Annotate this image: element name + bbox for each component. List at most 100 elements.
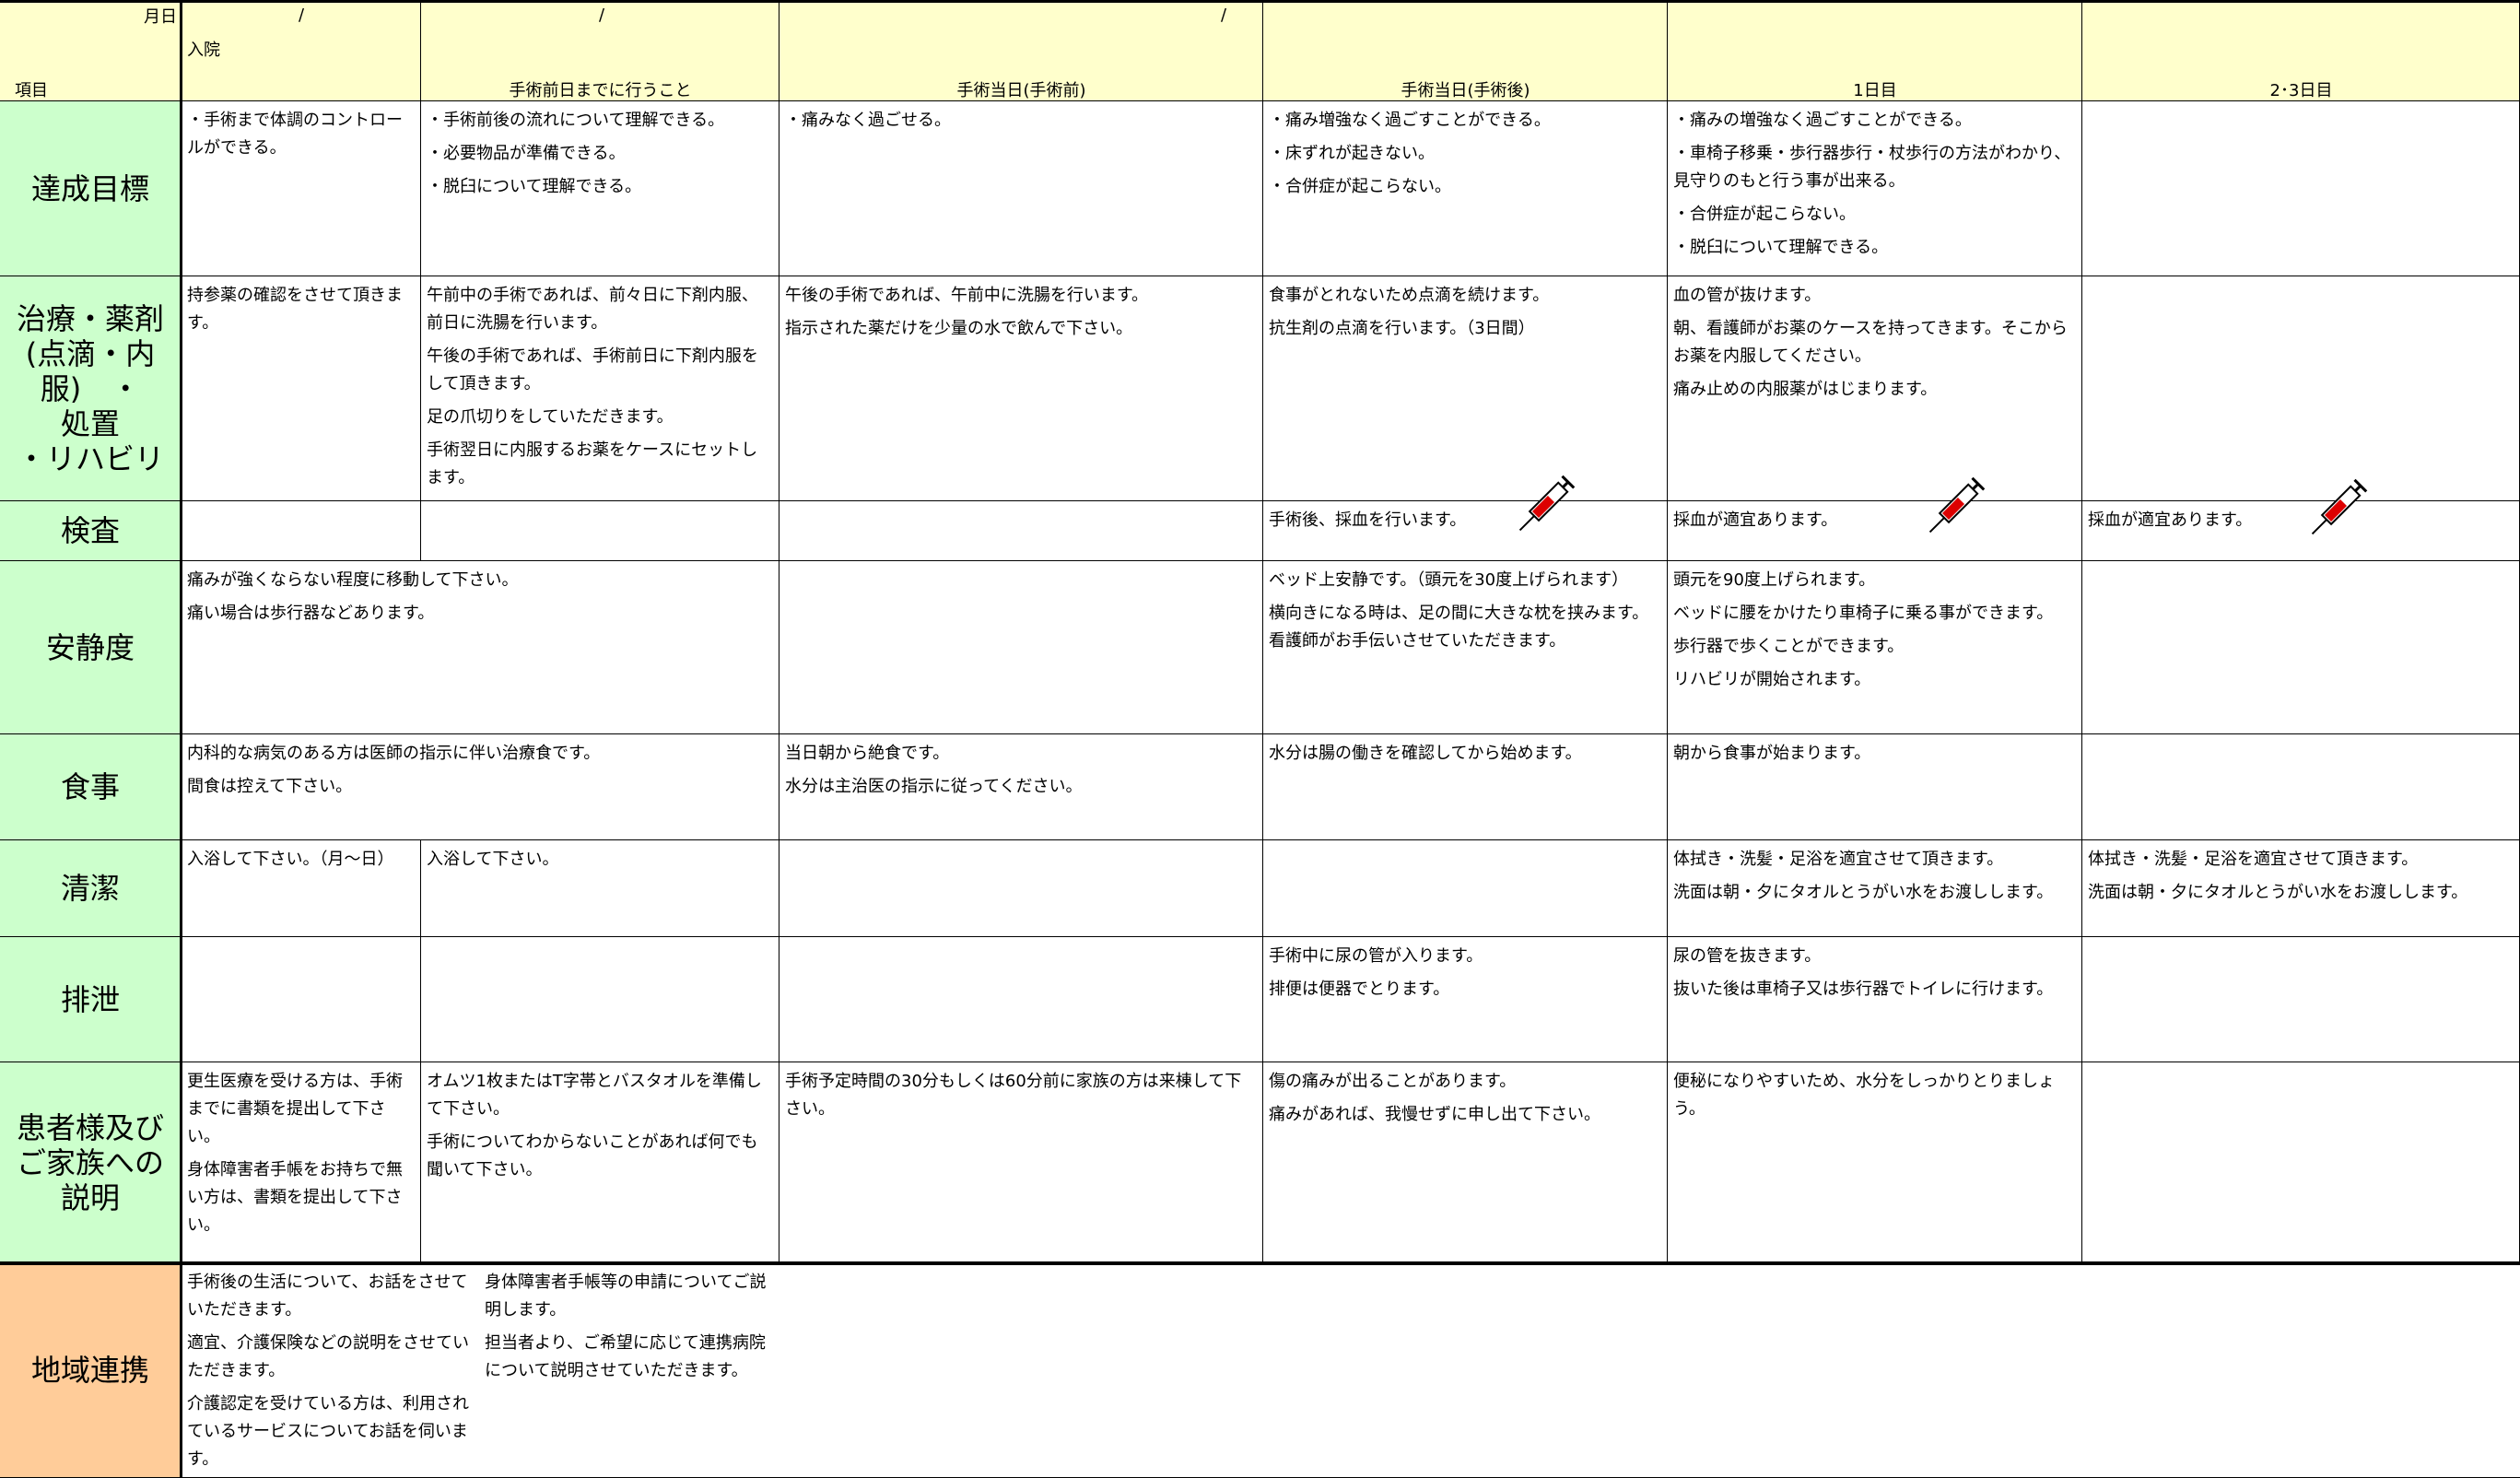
cell: 尿の管を抜きます。 抜いた後は車椅子又は歩行器でトイレに行けます。	[1668, 937, 2082, 1062]
cell-text: ・手術前後の流れについて理解できる。	[427, 111, 725, 130]
cell-text: 傷の痛みが出ることがあります。	[1269, 1072, 1517, 1091]
cell: ・手術まで体調のコントロールができる。	[182, 101, 421, 276]
cell-text: ・車椅子移乗・歩行器歩行・杖歩行の方法がわかり、見守りのもと行う事が出来る。	[1673, 144, 2071, 191]
cell-text: 採血が適宜あります。	[1673, 510, 1838, 530]
cell-text: 血の管が抜けます。	[1673, 286, 1822, 305]
cell-text: ・合併症が起こらない。	[1673, 205, 1856, 224]
cell-text: 水分は腸の働きを確認してから始めます。	[1269, 744, 1582, 763]
row-label: 達成目標	[0, 101, 182, 276]
cell-text: 適宜、介護保険などの説明をさせていただきます。	[187, 1333, 469, 1380]
cell-text: 身体障害者手帳等の申請についてご説明します。	[485, 1273, 767, 1320]
cell-text: 採血が適宜あります。	[2088, 510, 2253, 530]
cell-text: 抗生剤の点滴を行います。（3日間）	[1269, 319, 1535, 338]
row-label-line: 患者様及び	[16, 1109, 164, 1145]
cell: 手術後の生活について、お話をさせていただきます。 適宜、介護保険などの説明をさせて…	[182, 1263, 479, 1478]
date-slash: /	[599, 6, 605, 25]
row-label: 検査	[0, 501, 182, 561]
cell-text: 手術についてわからないことがあれば何でも聞いて下さい。	[427, 1132, 758, 1179]
row-label-line: 排泄	[60, 981, 120, 1017]
cell: 頭元を90度上げられます。 ベッドに腰をかけたり車椅子に乗る事ができます。 歩行器で…	[1668, 561, 2082, 734]
syringe-icon	[1518, 475, 1576, 532]
cell: 手術後、採血を行います。	[1263, 501, 1668, 561]
row-label-line: 安静度	[45, 629, 135, 665]
row-label: 清潔	[0, 840, 182, 937]
column-label: 入院	[187, 41, 220, 60]
cell-text: 排便は便器でとります。	[1269, 979, 1450, 999]
cell	[2082, 101, 2520, 276]
cell: ・痛みなく過ごせる。	[779, 101, 1263, 276]
row-label: 食事	[0, 734, 182, 840]
row-label: 排泄	[0, 937, 182, 1062]
cell	[2082, 1062, 2520, 1263]
cell: 体拭き・洗髪・足浴を適宜させて頂きます。 洗面は朝・夕にタオルとうがい水をお渡しし…	[1668, 840, 2082, 937]
cell: 持参薬の確認をさせて頂きます。	[182, 276, 421, 501]
row-label-line: 達成目標	[30, 170, 149, 206]
column-label: 手術当日(手術前)	[956, 81, 1086, 100]
cell-text: 足の爪切りをしていただきます。	[427, 407, 674, 427]
cell: 採血が適宜あります。	[1668, 501, 2082, 561]
cell: 当日朝から絶食です。 水分は主治医の指示に従ってください。	[779, 734, 1263, 840]
cell-text: ・手術まで体調のコントロールができる。	[187, 111, 403, 158]
cell: 手術予定時間の30分もしくは60分前に家族の方は来棟して下さい。	[779, 1062, 1263, 1263]
cell-text: ・合併症が起こらない。	[1269, 177, 1451, 196]
cell: 内科的な病気のある方は医師の指示に伴い治療食です。 間食は控えて下さい。	[182, 734, 779, 840]
date-slash: /	[299, 6, 305, 25]
cell-text: 午後の手術であれば、午前中に洗腸を行います。	[785, 286, 1149, 305]
cell-text: ・脱臼について理解できる。	[427, 177, 642, 196]
cell-text: 歩行器で歩くことができます。	[1673, 637, 1905, 656]
cell: 採血が適宜あります。	[2082, 501, 2520, 561]
cell-text: 頭元を90度上げられます。	[1673, 570, 1876, 590]
cell	[2082, 734, 2520, 840]
cell-text: 午後の手術であれば、手術前日に下剤内服をして頂きます。	[427, 346, 758, 393]
cell: 水分は腸の働きを確認してから始めます。	[1263, 734, 1668, 840]
cell-text: リハビリが開始されます。	[1673, 670, 1871, 689]
cell-text: 入浴して下さい。（月～日）	[187, 850, 394, 869]
label-border	[180, 0, 182, 1478]
syringe-icon	[1928, 476, 1986, 534]
cell-text: ・痛みの増強なく過ごすことができる。	[1673, 111, 1972, 130]
row-label-line: 検査	[60, 513, 120, 548]
header-cell	[1263, 0, 1668, 101]
row-label: 地域連携	[0, 1263, 182, 1478]
cell	[1263, 840, 1668, 937]
cell-text: 内科的な病気のある方は医師の指示に伴い治療食です。	[187, 744, 601, 763]
cell: 手術中に尿の管が入ります。 排便は便器でとります。	[1263, 937, 1668, 1062]
cell-text: 痛みがあれば、我慢せずに申し出て下さい。	[1269, 1105, 1600, 1124]
cell-text: 横向きになる時は、足の間に大きな枕を挟みます。看護師がお手伝いさせていただきます…	[1269, 604, 1649, 651]
cell-text: 洗面は朝・夕にタオルとうがい水をお渡しします。	[2088, 883, 2468, 902]
row-label-line: ・リハビリ	[16, 440, 164, 476]
cell	[779, 937, 1263, 1062]
cell	[182, 501, 421, 561]
row-label-line: 処置	[60, 405, 120, 441]
cell: 午前中の手術であれば、前々日に下剤内服、前日に洗腸を行います。 午後の手術であれば…	[421, 276, 779, 501]
row-label: 患者様及び ご家族への 説明	[0, 1062, 182, 1263]
cell: ベッド上安静です。（頭元を30度上げられます） 横向きになる時は、足の間に大きな枕…	[1263, 561, 1668, 734]
cell-text: 担当者より、ご希望に応じて連携病院について説明させていただきます。	[485, 1333, 766, 1380]
cell	[421, 501, 779, 561]
cell-text: 体拭き・洗髪・足浴を適宜させて頂きます。	[2088, 850, 2419, 869]
cell	[2082, 561, 2520, 734]
cell-text: 介護認定を受けている方は、利用されているサービスについてお話を伺います。	[187, 1394, 469, 1469]
column-label: 1日目	[1853, 81, 1897, 100]
cell: 更生医療を受ける方は、手術までに書類を提出して下さい。 身体障害者手帳をお持ちで無…	[182, 1062, 421, 1263]
cell-text: 痛み止めの内服薬がはじまります。	[1673, 380, 1938, 399]
cell: 入浴して下さい。（月～日）	[182, 840, 421, 937]
cell-text: 洗面は朝・夕にタオルとうがい水をお渡しします。	[1673, 883, 2054, 902]
cell-text: 水分は主治医の指示に従ってください。	[785, 777, 1083, 796]
corner-top: 月日	[144, 7, 177, 27]
cell: オムツ1枚またはT字帯とバスタオルを準備して下さい。 手術についてわからないことが…	[421, 1062, 779, 1263]
row-label-line: 説明	[60, 1179, 120, 1215]
cell-text: 入浴して下さい。	[427, 850, 559, 869]
cell	[182, 937, 421, 1062]
date-slash: /	[1221, 6, 1227, 25]
cell-text: オムツ1枚またはT字帯とバスタオルを準備して下さい。	[427, 1072, 762, 1119]
cell-text: ・必要物品が準備できる。	[427, 144, 626, 163]
cell-text: 身体障害者手帳をお持ちで無い方は、書類を提出して下さい。	[187, 1160, 403, 1235]
cell: 身体障害者手帳等の申請についてご説明します。 担当者より、ご希望に応じて連携病院に…	[479, 1263, 779, 1478]
cell: 朝から食事が始まります。	[1668, 734, 2082, 840]
cell-text: 朝から食事が始まります。	[1673, 744, 1871, 763]
cell	[421, 937, 779, 1062]
cell-text: 更生医療を受ける方は、手術までに書類を提出して下さい。	[187, 1072, 403, 1146]
syringe-icon	[2311, 478, 2368, 535]
